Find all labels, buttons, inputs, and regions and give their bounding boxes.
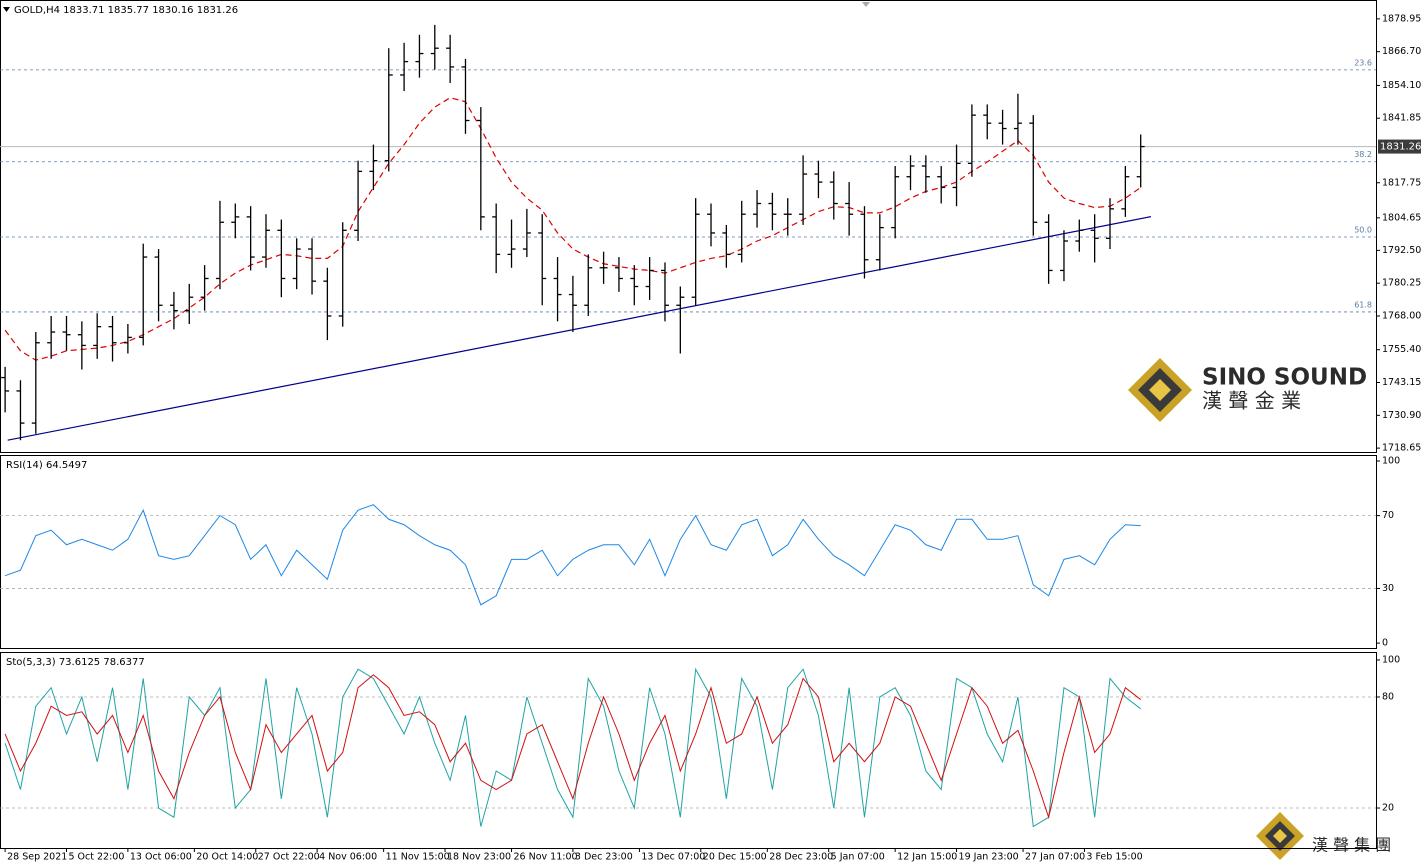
y-tick-label: 1780.25 [1382, 278, 1421, 289]
indicator-line [4, 667, 1142, 828]
x-tick-label: 28 Sep 2021 [7, 852, 67, 863]
moving-average [4, 97, 1142, 361]
logo [1128, 358, 1192, 422]
x-tick-label: 4 Nov 06:00 [319, 852, 377, 863]
x-tick-label: 28 Dec 23:00 [769, 852, 833, 863]
x-tick-label: 18 Nov 23:00 [447, 852, 511, 863]
y-tick-label: 100 [1382, 654, 1400, 665]
fib-label: 61.8 [1354, 300, 1372, 309]
y-tick-label: 1866.70 [1382, 46, 1421, 57]
y-tick-label: 1792.50 [1382, 245, 1421, 256]
y-tick-label: 20 [1382, 803, 1394, 814]
y-tick-label: 1730.90 [1382, 410, 1421, 421]
fib-label: 23.6 [1354, 58, 1372, 67]
footer-logo-core [1273, 829, 1287, 843]
x-tick-label: 5 Oct 22:00 [68, 852, 124, 863]
logo-core [1149, 379, 1171, 401]
y-tick-label: 1841.85 [1382, 113, 1421, 124]
brand-chinese: 漢 聲 金 業 [1202, 389, 1301, 413]
fib-label: 50.0 [1354, 225, 1372, 234]
x-tick-label: 19 Jan 23:00 [959, 852, 1019, 863]
y-tick-label: 0 [1382, 638, 1388, 649]
y-tick-label: 80 [1382, 691, 1394, 702]
x-tick-label: 11 Nov 15:00 [386, 852, 450, 863]
indicator-line [4, 674, 1142, 820]
last-price-box [1378, 139, 1421, 154]
x-tick-label: 12 Jan 15:00 [897, 852, 957, 863]
x-tick-label: 5 Jan 07:00 [831, 852, 885, 863]
y-tick-label: 1817.75 [1382, 177, 1421, 188]
menu-arrow[interactable] [3, 7, 10, 12]
y-tick-label: 1718.65 [1382, 443, 1421, 454]
y-tick-label: 70 [1382, 510, 1394, 521]
y-tick-label: 1768.00 [1382, 310, 1421, 321]
panel-frame [0, 455, 1377, 649]
indicator-line [4, 504, 1141, 606]
x-tick-label: 13 Dec 07:00 [641, 852, 705, 863]
y-tick-label: 1878.95 [1382, 13, 1421, 24]
x-tick-label: 13 Oct 06:00 [130, 852, 192, 863]
y-tick-label: 100 [1382, 456, 1400, 467]
panel-frame [0, 0, 1377, 453]
y-tick-label: 1743.15 [1382, 377, 1421, 388]
trend-line [7, 216, 1152, 441]
panel-title: RSI(14) 64.5497 [6, 460, 87, 471]
x-tick-label: 26 Nov 11:00 [514, 852, 578, 863]
x-tick-label: 27 Oct 22:00 [258, 852, 320, 863]
x-tick-label: 27 Jan 07:00 [1025, 852, 1085, 863]
panel-title: GOLD,H4 1833.71 1835.77 1830.16 1831.26 [14, 5, 238, 16]
last-price-label: 1831.26 [1380, 142, 1421, 153]
panel-frame [0, 652, 1377, 849]
fib-label: 38.2 [1354, 150, 1372, 159]
footer-text: 漢 聲 集 團 [1312, 836, 1391, 855]
x-tick-label: 3 Feb 15:00 [1086, 852, 1142, 863]
y-tick-label: 1755.40 [1382, 344, 1421, 355]
x-tick-label: 20 Dec 15:00 [703, 852, 767, 863]
panel-title: Sto(5,3,3) 73.6125 78.6377 [6, 657, 145, 668]
scroll-marker [862, 2, 870, 7]
brand: SINO SOUND [1202, 365, 1367, 391]
y-tick-label: 1854.10 [1382, 80, 1421, 91]
x-tick-label: 20 Oct 14:00 [196, 852, 258, 863]
y-tick-label: 30 [1382, 583, 1394, 594]
x-tick-label: 3 Dec 23:00 [575, 852, 633, 863]
y-tick-label: 1804.65 [1382, 212, 1421, 223]
